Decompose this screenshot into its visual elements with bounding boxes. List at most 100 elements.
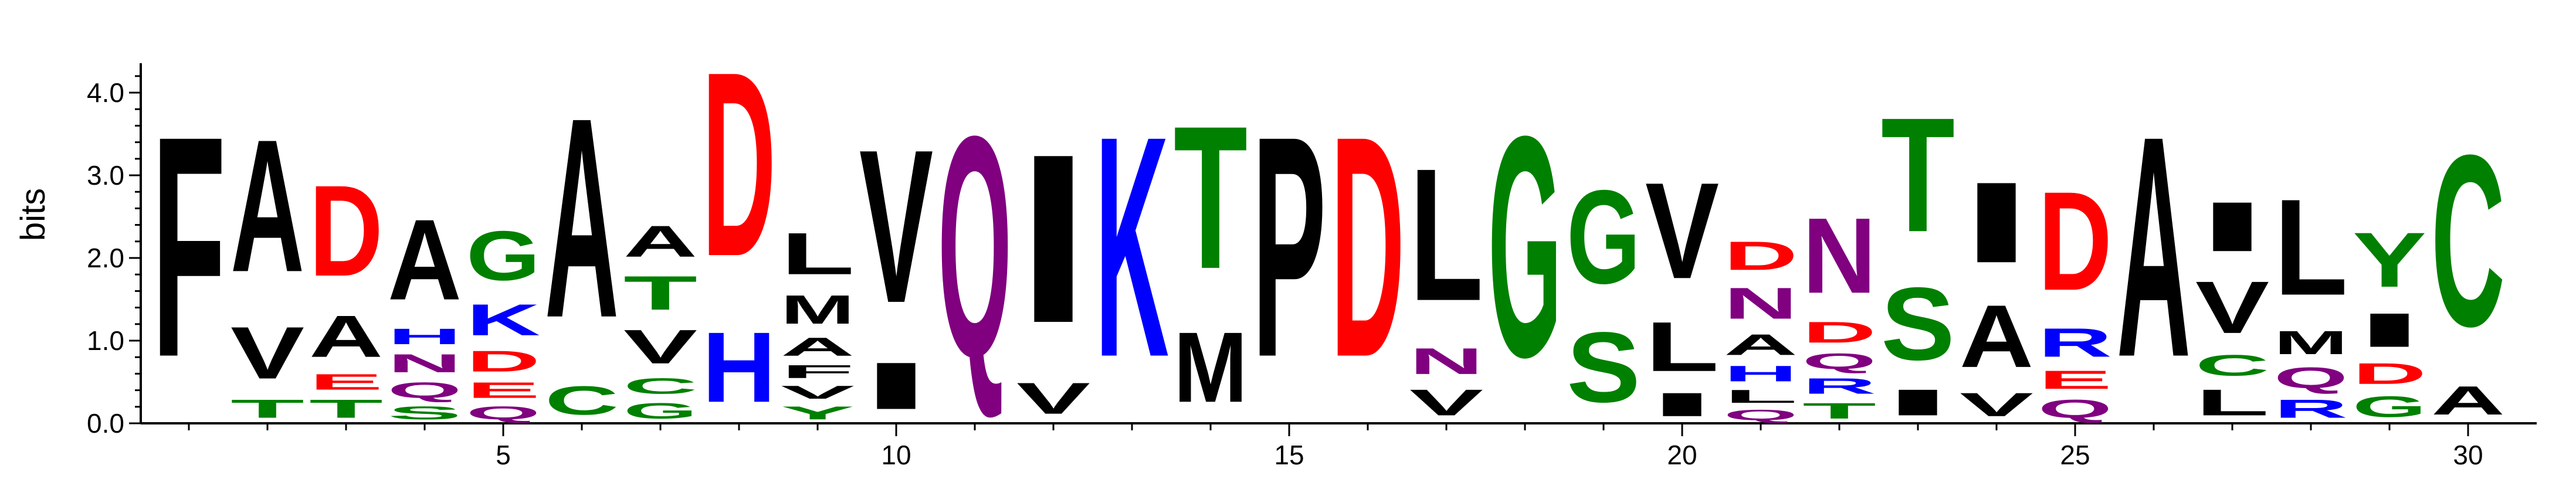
residue-E-pos-5: E: [466, 378, 540, 402]
residue-E-pos-3: E: [309, 369, 383, 394]
residue-F-pos-9: F: [781, 361, 855, 382]
residue-Q-pos-11: Q: [938, 72, 1012, 423]
residue-L-pos-20: L: [1645, 307, 1719, 386]
residue-M-pos-14: M: [1174, 312, 1248, 424]
residue-C-pos-6: C: [545, 378, 619, 424]
residue-P-pos-15: P: [1252, 71, 1326, 423]
residue-I-pos-29: I: [2353, 303, 2426, 357]
residue-V-pos-10: V: [859, 104, 934, 349]
residue-D-pos-8: D: [702, 18, 776, 311]
residue-A-pos-2: A: [231, 100, 304, 311]
residue-C-pos-27: C: [2195, 349, 2269, 382]
residue-I-pos-10: I: [859, 349, 933, 423]
y-tick-label: 0.0: [87, 408, 124, 439]
residue-S-pos-4: S: [388, 402, 462, 423]
residue-L-pos-21: L: [1724, 386, 1798, 407]
residue-F-pos-1: F: [152, 72, 226, 423]
residue-I-pos-27: I: [2195, 188, 2269, 266]
residue-A-pos-26: A: [2117, 70, 2191, 423]
residue-Q-pos-21: Q: [1724, 407, 1798, 423]
residue-L-pos-28: L: [2274, 170, 2348, 324]
residue-K-pos-5: K: [466, 295, 540, 345]
residue-M-pos-28: M: [2274, 324, 2348, 361]
residue-I-pos-23: I: [1881, 382, 1955, 423]
residue-G-pos-5: G: [466, 217, 540, 295]
residue-D-pos-5: D: [466, 345, 540, 378]
y-axis-title: bits: [14, 188, 52, 241]
residue-K-pos-13: K: [1095, 70, 1169, 423]
residue-T-pos-23: T: [1881, 83, 1955, 266]
residue-A-pos-3: A: [309, 304, 383, 370]
residue-H-pos-21: H: [1724, 361, 1798, 386]
residue-H-pos-8: H: [702, 311, 776, 423]
residue-Q-pos-28: Q: [2274, 361, 2348, 394]
residue-A-pos-24: A: [1960, 287, 2033, 386]
residue-E-pos-25: E: [2038, 365, 2112, 394]
residue-D-pos-22: D: [1802, 316, 1876, 349]
residue-A-pos-9: A: [781, 332, 855, 361]
residue-V-pos-27: V: [2195, 266, 2269, 349]
residue-G-pos-18: G: [1488, 72, 1562, 423]
residue-C-pos-30: C: [2431, 103, 2505, 377]
residue-G-pos-29: G: [2353, 390, 2426, 423]
residue-A-pos-7: A: [623, 216, 697, 266]
residue-I-pos-24: I: [1960, 158, 2033, 287]
residue-V-pos-20: V: [1645, 155, 1719, 308]
residue-G-pos-19: G: [1567, 162, 1640, 311]
residue-V-pos-9: V: [781, 382, 855, 402]
residue-M-pos-9: M: [781, 287, 855, 332]
residue-A-pos-21: A: [1724, 328, 1798, 361]
residue-V-pos-24: V: [1960, 386, 2033, 423]
x-tick-label: 15: [1274, 440, 1304, 470]
x-axis: 5 10 15 20 25 30: [141, 422, 2537, 470]
residue-D-pos-29: D: [2353, 357, 2426, 390]
residue-L-pos-27: L: [2195, 382, 2269, 423]
residue-N-pos-17: N: [1409, 341, 1483, 382]
residue-Q-pos-22: Q: [1802, 349, 1876, 373]
residue-D-pos-16: D: [1331, 70, 1405, 423]
residue-R-pos-28: R: [2274, 394, 2348, 423]
x-tick-label: 10: [881, 440, 911, 470]
residue-A-pos-4: A: [388, 196, 462, 324]
residue-A-pos-6: A: [545, 59, 619, 377]
residue-V-pos-7: V: [623, 320, 697, 373]
y-tick-label: 2.0: [87, 243, 124, 273]
residue-G-pos-7: G: [623, 399, 697, 423]
residue-N-pos-22: N: [1802, 195, 1876, 315]
residue-H-pos-4: H: [388, 324, 462, 349]
residue-I-pos-12: I: [1016, 104, 1090, 373]
residue-V-pos-17: V: [1409, 382, 1483, 423]
residue-T-pos-7: T: [623, 266, 697, 320]
residue-Q-pos-5: Q: [466, 402, 540, 423]
residue-Y-pos-9: Y: [781, 402, 855, 423]
residue-T-pos-22: T: [1802, 399, 1876, 423]
residue-V-pos-12: V: [1016, 373, 1090, 423]
residue-T-pos-3: T: [309, 394, 383, 423]
residue-A-pos-30: A: [2431, 378, 2505, 424]
residue-R-pos-25: R: [2038, 320, 2112, 366]
y-tick-label: 4.0: [87, 77, 124, 108]
residue-L-pos-9: L: [781, 221, 855, 287]
residue-D-pos-3: D: [309, 159, 383, 304]
residue-N-pos-21: N: [1724, 278, 1798, 328]
x-tick-label: 5: [496, 440, 511, 470]
residue-Q-pos-25: Q: [2038, 395, 2112, 423]
residue-T-pos-14: T: [1174, 83, 1248, 311]
residue-T-pos-2: T: [231, 394, 304, 423]
y-tick-label: 3.0: [87, 160, 124, 191]
residue-N-pos-4: N: [388, 349, 462, 378]
x-tick-label: 20: [1667, 440, 1697, 470]
x-tick-label: 30: [2453, 440, 2483, 470]
residue-C-pos-7: C: [623, 373, 697, 398]
residue-R-pos-22: R: [1802, 373, 1876, 398]
residue-I-pos-20: I: [1645, 386, 1719, 423]
residue-D-pos-21: D: [1724, 233, 1798, 279]
residue-Q-pos-4: Q: [388, 378, 462, 402]
y-axis: 0.0 1.0 2.0 3.0 4.0: [87, 63, 142, 439]
residue-Y-pos-29: Y: [2353, 216, 2426, 304]
residue-D-pos-25: D: [2038, 163, 2112, 320]
residue-L-pos-17: L: [1409, 130, 1483, 341]
residue-S-pos-23: S: [1881, 266, 1955, 382]
